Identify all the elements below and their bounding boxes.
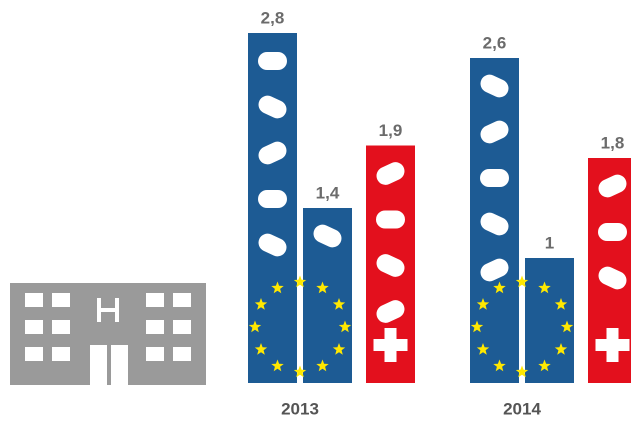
value-label: 2,6: [483, 33, 507, 52]
value-label: 2,8: [261, 8, 285, 27]
door-split: [107, 345, 111, 385]
value-label: 1,4: [316, 183, 340, 202]
cross-icon: [374, 339, 408, 351]
hospital-icon: [10, 283, 206, 385]
pill-icon: [376, 211, 405, 229]
pill-icon: [258, 190, 287, 208]
pill-icon: [480, 169, 509, 187]
value-label: 1,9: [379, 121, 403, 140]
x-tick-label: 2014: [503, 399, 541, 418]
cross-icon: [596, 339, 630, 351]
value-label: 1: [545, 233, 554, 252]
value-label: 1,8: [601, 133, 625, 152]
pill-icon: [598, 223, 627, 241]
x-tick-label: 2013: [281, 399, 319, 418]
pill-icon: [258, 52, 287, 70]
chart: 2,8 1,4 1,9 2013 2,6 1 1,8 2014: [0, 0, 631, 423]
